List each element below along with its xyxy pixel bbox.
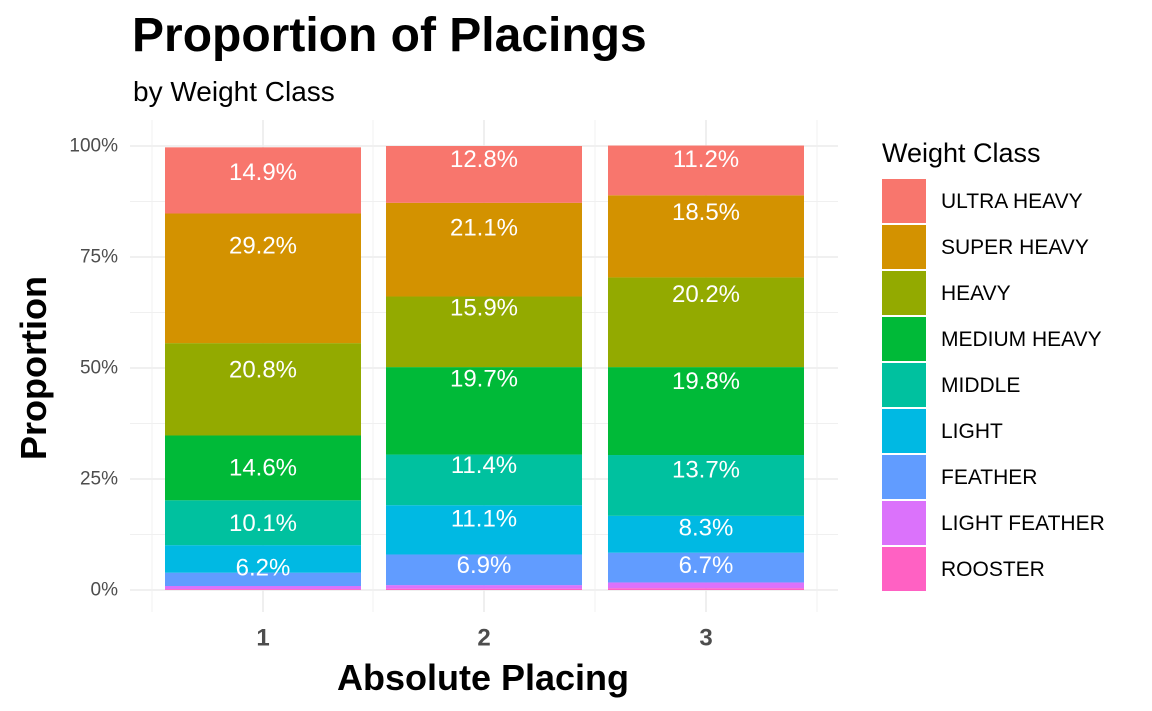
legend-swatch bbox=[882, 501, 926, 545]
chart-title: Proportion of Placings bbox=[132, 9, 647, 62]
bars bbox=[165, 145, 804, 590]
legend-title: Weight Class bbox=[882, 138, 1041, 168]
legend-item: ROOSTER bbox=[882, 547, 1045, 593]
legend-label: LIGHT bbox=[941, 420, 1003, 443]
legend-item: MEDIUM HEAVY bbox=[882, 317, 1102, 363]
bar-segment bbox=[386, 202, 582, 297]
legend-label: ULTRA HEAVY bbox=[941, 190, 1083, 213]
bar-segment bbox=[165, 343, 361, 436]
y-axis-title: Proportion bbox=[13, 276, 54, 460]
data-label: 20.8% bbox=[229, 357, 297, 384]
bar-segment bbox=[386, 585, 582, 589]
y-tick-label: 75% bbox=[80, 247, 118, 268]
legend-item: SUPER HEAVY bbox=[882, 225, 1089, 271]
bar-segment bbox=[608, 552, 804, 583]
legend-item: MIDDLE bbox=[882, 363, 1041, 409]
data-label: 29.2% bbox=[229, 232, 297, 259]
data-label: 15.9% bbox=[450, 295, 518, 322]
y-tick-label: 25% bbox=[80, 469, 118, 490]
data-label: 19.8% bbox=[672, 368, 740, 395]
data-label: 18.5% bbox=[672, 199, 740, 226]
legend-label: ROOSTER bbox=[941, 558, 1045, 581]
bar-segment bbox=[165, 572, 361, 587]
bar-segment bbox=[165, 147, 361, 214]
data-label: 21.1% bbox=[450, 215, 518, 242]
bar-segment bbox=[386, 588, 582, 590]
legend-item: LIGHT bbox=[882, 409, 1041, 455]
bar-segment bbox=[608, 455, 804, 516]
legend-label: LIGHT FEATHER bbox=[941, 512, 1105, 535]
legend-swatch bbox=[882, 317, 926, 361]
data-label: 11.1% bbox=[451, 505, 517, 532]
bar-segment bbox=[386, 296, 582, 368]
bar-segment bbox=[608, 582, 804, 589]
y-tick-label: 100% bbox=[69, 136, 118, 157]
data-label: 13.7% bbox=[672, 457, 740, 484]
legend-label: FEATHER bbox=[941, 466, 1038, 489]
legend-item: FEATHER bbox=[882, 455, 1041, 501]
data-label: 6.2% bbox=[236, 554, 291, 581]
legend-swatch bbox=[882, 455, 926, 499]
legend-label: SUPER HEAVY bbox=[941, 236, 1089, 259]
bar-segment bbox=[386, 454, 582, 506]
legend-swatch bbox=[882, 271, 926, 315]
y-tick-label: 0% bbox=[91, 580, 119, 601]
legend-item: ULTRA HEAVY bbox=[882, 179, 1083, 225]
bar-segment bbox=[608, 195, 804, 278]
x-tick-label: 3 bbox=[699, 625, 712, 652]
data-label: 19.7% bbox=[450, 366, 518, 393]
legend-swatch bbox=[882, 179, 926, 223]
data-label: 14.6% bbox=[229, 454, 297, 481]
legend-swatch bbox=[882, 409, 926, 453]
legend-items: ULTRA HEAVY SUPER HEAVY HEAVY MEDIUM HEAVY M… bbox=[882, 179, 1105, 593]
legend-swatch bbox=[882, 547, 926, 591]
legend-swatch bbox=[882, 225, 926, 269]
data-label: 11.2% bbox=[673, 146, 739, 173]
legend: Weight Class ULTRA HEAVY SUPER HEAVY HEAVY… bbox=[882, 138, 1105, 593]
bar-segment bbox=[608, 367, 804, 456]
bar-segment bbox=[386, 146, 582, 203]
legend-swatch bbox=[882, 363, 926, 407]
legend-item: LIGHT FEATHER bbox=[882, 501, 1105, 547]
data-label: 8.3% bbox=[679, 514, 734, 541]
data-label: 6.7% bbox=[679, 552, 734, 579]
bar-segment bbox=[608, 588, 804, 590]
bar-segment bbox=[386, 554, 582, 586]
chart-subtitle: by Weight Class bbox=[133, 76, 335, 107]
data-label: 6.9% bbox=[457, 552, 512, 579]
axes: 0% 25% 50% 75% 100% 1 2 3 bbox=[69, 136, 712, 652]
bar-segment bbox=[608, 145, 804, 196]
data-label: 12.8% bbox=[450, 146, 518, 173]
y-tick-label: 50% bbox=[80, 358, 118, 379]
x-tick-label: 1 bbox=[256, 625, 269, 652]
data-labels: 6.2% 10.1% 14.6% 20.8% 29.2% 14.9% 6.9% 11.1% 11… bbox=[229, 146, 740, 581]
bar-segment bbox=[608, 277, 804, 368]
bar-segment bbox=[386, 367, 582, 455]
x-axis-title: Absolute Placing bbox=[337, 657, 629, 698]
legend-label: MIDDLE bbox=[941, 374, 1021, 397]
bar-segment bbox=[165, 586, 361, 590]
bar-segment bbox=[386, 505, 582, 555]
bar-segment bbox=[165, 435, 361, 501]
legend-label: MEDIUM HEAVY bbox=[941, 328, 1102, 351]
data-label: 14.9% bbox=[229, 159, 297, 186]
bar-segment bbox=[165, 500, 361, 546]
bar-segment bbox=[165, 545, 361, 573]
bar-segment bbox=[165, 213, 361, 344]
legend-label: HEAVY bbox=[941, 282, 1011, 305]
bar-segment bbox=[165, 589, 361, 590]
data-label: 10.1% bbox=[229, 510, 297, 537]
data-label: 20.2% bbox=[672, 281, 740, 308]
bar-segment bbox=[608, 515, 804, 553]
legend-item: HEAVY bbox=[882, 271, 1041, 317]
x-tick-label: 2 bbox=[477, 625, 490, 652]
data-label: 11.4% bbox=[451, 452, 517, 479]
